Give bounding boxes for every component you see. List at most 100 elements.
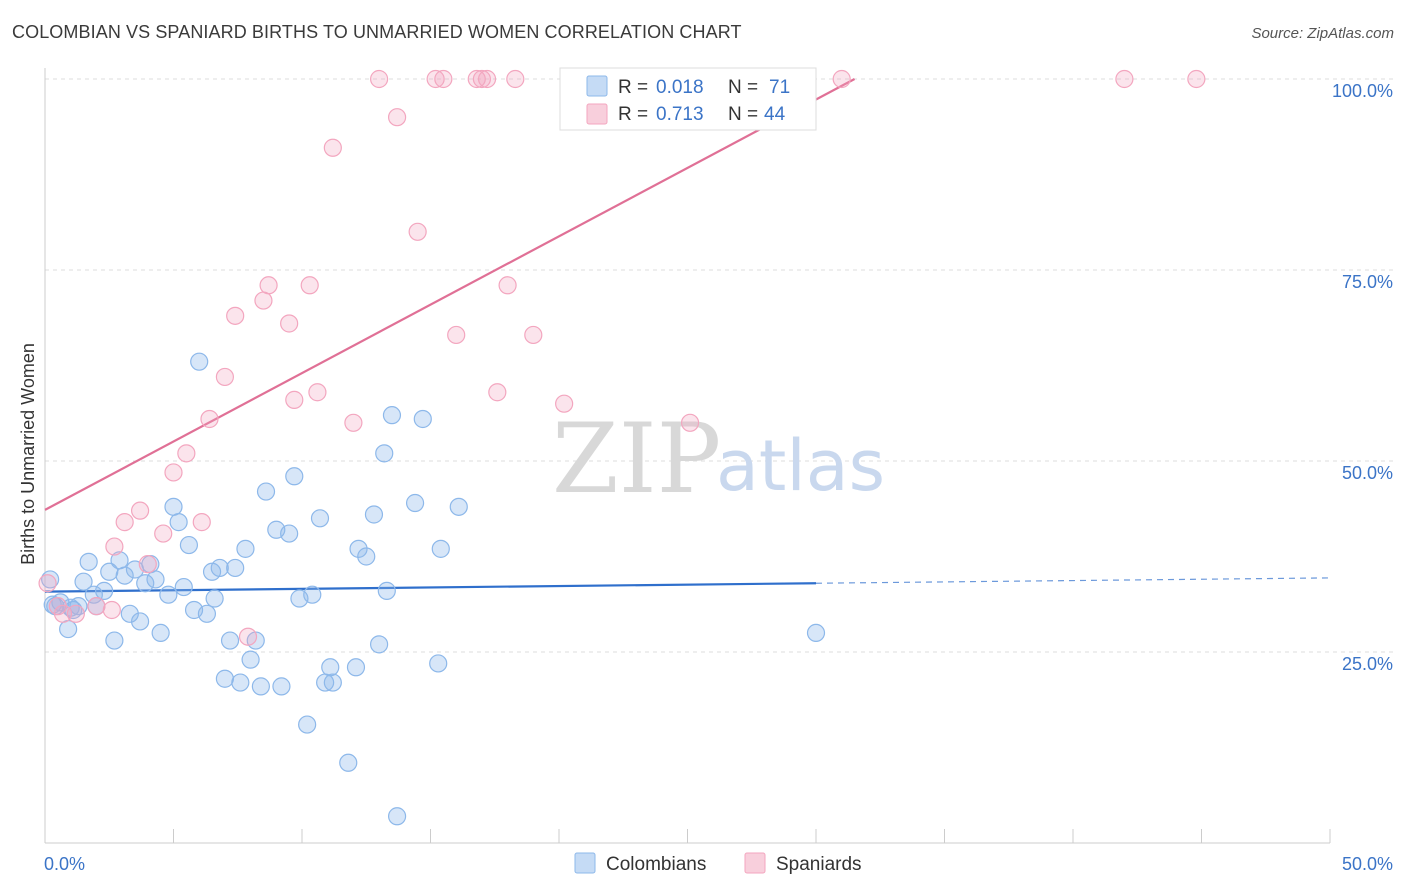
colombian-point [120, 604, 139, 623]
data-points [38, 69, 1206, 826]
colombian-point [323, 673, 342, 692]
colombian-point [226, 558, 245, 578]
spaniard-point [832, 69, 851, 89]
legend-n-value-2: 44 [764, 104, 786, 125]
spaniard-point [285, 390, 304, 409]
spaniard-trend-line [44, 78, 856, 511]
legend-n-label-2: N = [728, 104, 758, 125]
colombian-point [310, 509, 330, 528]
colombian-point [405, 493, 425, 513]
colombian-point [431, 539, 450, 558]
colombian-point [231, 673, 250, 692]
chart-source: Source: ZipAtlas.com [1251, 25, 1394, 42]
colombian-point [151, 623, 170, 643]
spaniard-point [138, 555, 157, 574]
colombian-point [100, 562, 119, 581]
colombian-point [220, 631, 240, 650]
spaniard-point [472, 69, 491, 89]
spaniard-point [555, 394, 574, 413]
colombian-point [272, 677, 291, 696]
spaniard-point [215, 367, 234, 387]
legend-swatch-spaniards [586, 103, 608, 125]
colombian-point [377, 581, 396, 600]
colombian-point [429, 654, 448, 673]
spaniard-point [308, 383, 327, 402]
spaniard-point [38, 574, 57, 593]
y-tick-label: 50.0% [1342, 463, 1393, 483]
spaniard-point [434, 69, 453, 89]
colombian-point [190, 352, 209, 371]
colombian-point [159, 585, 178, 604]
colombian-point [449, 497, 468, 516]
spaniard-point [498, 276, 517, 295]
colombian-point [413, 409, 432, 429]
spaniard-point [154, 524, 173, 543]
colombian-point [115, 566, 134, 585]
colombian-point [95, 581, 114, 600]
colombian-point [74, 572, 93, 591]
colombian-point [251, 677, 270, 696]
colombian-point [321, 658, 340, 677]
y-tick-label: 25.0% [1342, 654, 1393, 674]
colombian-trend-line [44, 582, 817, 593]
bottom-legend-swatch-colombians [574, 852, 596, 874]
spaniard-point [115, 513, 134, 532]
colombian-point [370, 635, 389, 654]
grid-lines [45, 78, 1395, 653]
legend-r-label-2: R = [618, 104, 648, 125]
colombian-point [169, 513, 188, 532]
watermark-atlas: atlas [716, 425, 885, 507]
colombian-point [357, 547, 376, 566]
colombian-point [346, 658, 366, 677]
spaniard-point [177, 444, 196, 463]
spaniard-point [300, 276, 319, 295]
spaniard-point [447, 325, 466, 345]
spaniard-point [280, 314, 299, 333]
spaniard-point [344, 413, 363, 432]
spaniard-point [254, 291, 273, 310]
spaniard-point [488, 383, 507, 402]
spaniard-point [426, 69, 445, 89]
bottom-legend-swatch-spaniards [744, 852, 766, 874]
colombian-point [339, 753, 358, 772]
spaniard-point [506, 69, 525, 89]
trend-lines [44, 78, 1331, 593]
colombian-point [130, 612, 150, 631]
axes [44, 68, 1331, 844]
legend-r-value-1: 0.018 [656, 77, 704, 98]
spaniard-point [102, 600, 121, 620]
colombian-point [349, 539, 368, 558]
colombian-point [210, 558, 229, 578]
colombian-point [285, 467, 304, 486]
spaniard-point [238, 627, 258, 646]
colombian-point [364, 505, 384, 524]
colombian-point [241, 650, 260, 669]
colombian-point [79, 552, 98, 571]
spaniard-point [226, 306, 245, 325]
colombian-point [84, 585, 103, 604]
spaniard-point [192, 513, 211, 532]
colombian-point [303, 585, 322, 604]
bottom-legend-spaniards: Spaniards [776, 854, 862, 875]
legend-n-label-1: N = [728, 77, 758, 98]
y-tick-label: 75.0% [1342, 272, 1393, 292]
spaniard-point [467, 69, 486, 89]
colombian-point [280, 524, 299, 543]
spaniard-point [53, 604, 73, 623]
colombian-point [375, 444, 394, 463]
legend-r-label-1: R = [618, 77, 648, 98]
spaniard-point [1187, 69, 1206, 89]
spaniard-point [1115, 69, 1134, 89]
colombian-point [136, 574, 155, 593]
colombian-point [205, 589, 224, 608]
watermark-zip: ZIP [552, 403, 721, 515]
spaniard-point [259, 276, 278, 295]
bottom-legend: Colombians Spaniards [574, 852, 862, 875]
spaniard-point [408, 222, 427, 241]
x-tick-label: 50.0% [1342, 854, 1393, 874]
legend-box: R = 0.018 N = 71 R = 0.713 N = 44 [559, 67, 817, 131]
spaniard-point [680, 413, 700, 432]
legend-swatch-colombians [586, 75, 608, 97]
colombian-point [215, 669, 234, 688]
